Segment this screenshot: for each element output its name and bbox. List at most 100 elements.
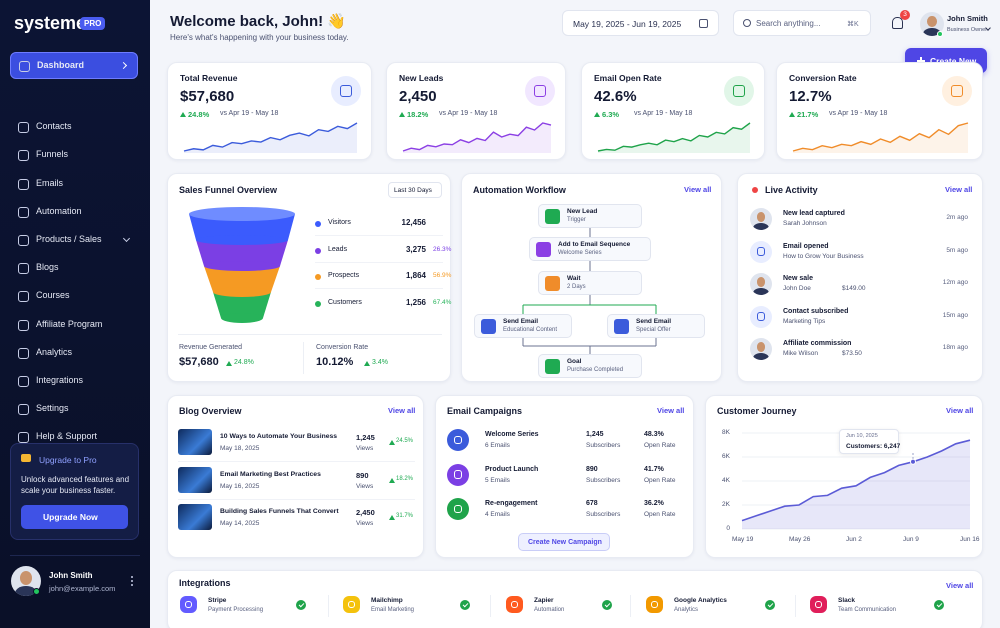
header-user-name: John Smith <box>947 14 988 23</box>
notification-badge: 3 <box>900 10 910 20</box>
icon <box>180 596 197 613</box>
activity-title: New sale <box>783 275 813 282</box>
sales-funnel-card: Sales Funnel Overview Last 30 Days Visitor… <box>167 173 451 382</box>
upgrade-card: Upgrade to Pro Unlock advanced features a… <box>10 443 139 540</box>
post-thumbnail <box>178 429 212 455</box>
search-box[interactable]: Search anything... ⌘K <box>733 10 871 36</box>
integration-name: Stripe <box>208 597 227 604</box>
nav-icon <box>18 432 29 444</box>
calendar-icon <box>699 19 708 28</box>
kpi-value: 42.6% <box>594 88 637 105</box>
icon-glyph <box>756 312 766 321</box>
view-all[interactable]: View all <box>684 185 712 194</box>
create-label: Create New <box>930 56 977 66</box>
icon-glyph <box>348 601 355 608</box>
up-arrow <box>389 440 395 445</box>
sparkline <box>597 122 751 153</box>
nav-item[interactable]: Analytics <box>10 340 138 366</box>
icon <box>506 596 523 613</box>
up-arrow <box>389 477 395 483</box>
date-picker[interactable]: May 19, 2025 - Jun 19, 2025 <box>562 10 719 36</box>
divider-v <box>795 595 796 617</box>
kpi-change: 24.8% <box>188 110 210 119</box>
nav-item[interactable]: Affiliate Program <box>10 312 138 338</box>
avatar-face <box>756 276 766 287</box>
avatar-body <box>752 287 770 295</box>
conversion-value: 10.12% <box>316 356 354 368</box>
post-change: 24.5% <box>396 438 414 444</box>
view-all[interactable]: View all <box>657 406 685 415</box>
nav-icon <box>18 178 29 190</box>
icon <box>447 429 469 451</box>
nav-item[interactable]: Help & Support <box>10 424 138 450</box>
up-arrow <box>594 112 600 117</box>
nav-icon <box>18 404 29 416</box>
blog-card: Blog Overview View all 10 Ways to Automate… <box>167 395 424 558</box>
avatar-face <box>927 16 937 28</box>
chart <box>741 432 971 530</box>
post-views-label: Views <box>356 445 374 452</box>
connected-check <box>296 600 306 610</box>
nav-item[interactable]: Emails <box>10 171 138 197</box>
nav-item[interactable]: Blogs <box>10 255 138 281</box>
integration-sub: Email Marketing <box>371 607 415 613</box>
sparkline <box>792 122 969 153</box>
icon-glyph <box>511 601 518 608</box>
kpi-label: Total Revenue <box>180 73 238 83</box>
sparkline-line <box>402 122 552 152</box>
y-tick-label: 8K <box>722 429 730 436</box>
conversion-label: Conversion Rate <box>316 344 369 351</box>
nav-item[interactable]: Integrations <box>10 368 138 394</box>
workflow-node: Goal Purchase Completed <box>538 354 642 378</box>
bell-icon[interactable] <box>892 17 903 29</box>
upgrade-text: Unlock advanced features and scale your … <box>21 475 130 495</box>
campaign-rate-label: Open Rate <box>644 442 676 449</box>
connected-check <box>765 600 775 610</box>
nav-item[interactable]: Funnels <box>10 142 138 168</box>
campaign-name: Product Launch <box>485 465 539 473</box>
campaign-subscribers: 890 <box>586 465 598 473</box>
campaign-rate: 48.3% <box>644 431 664 438</box>
crown-icon <box>21 454 31 462</box>
post-title: Email Marketing Best Practices <box>220 470 321 478</box>
icon <box>447 498 469 520</box>
activity-amount: $149.00 <box>842 285 866 292</box>
filter-dropdown[interactable]: Last 30 Days <box>388 182 442 198</box>
icon-glyph <box>534 85 546 97</box>
icon <box>750 240 772 263</box>
upgrade-button[interactable]: Upgrade Now <box>21 505 128 529</box>
row-divider <box>315 288 443 289</box>
sidebar: systeme PRO Dashboard Contacts Funnels Emails… <box>0 0 150 628</box>
plus-v <box>920 56 922 65</box>
icon-glyph <box>733 85 745 97</box>
workflow-node: New Lead Trigger <box>538 204 642 228</box>
view-all[interactable]: View all <box>946 406 974 415</box>
connected-check <box>460 600 470 610</box>
post-views: 1,245 <box>356 433 375 442</box>
create-campaign-button[interactable]: Create New Campaign <box>518 533 610 551</box>
campaign-rate-label: Open Rate <box>644 476 676 484</box>
nav-item[interactable]: Courses <box>10 283 138 309</box>
nav-icon <box>19 61 30 72</box>
campaign-name: Re-engagement <box>485 500 538 507</box>
nav-item[interactable]: Settings <box>10 396 138 422</box>
up-arrow <box>399 112 405 117</box>
icon-glyph <box>453 470 463 479</box>
nav-item[interactable]: Dashboard <box>10 52 138 79</box>
card-title: Blog Overview <box>179 406 242 416</box>
view-all[interactable]: View all <box>388 406 416 415</box>
view-all[interactable]: View all <box>946 581 974 590</box>
campaign-emails: 6 Emails <box>485 442 510 449</box>
tooltip-label: Customers: 6,247 <box>846 443 901 450</box>
campaign-subscribers: 1,245 <box>586 431 604 438</box>
nav-item[interactable]: Products / Sales <box>10 227 138 253</box>
post-date: May 16, 2025 <box>220 482 260 490</box>
page-subtitle: Here's what's happening with your busine… <box>170 33 349 42</box>
nav-icon <box>18 291 29 303</box>
nav-label: Help & Support <box>36 431 98 442</box>
icon <box>447 463 469 486</box>
nav-item[interactable]: Automation <box>10 199 138 225</box>
nav-item[interactable]: Contacts <box>10 114 138 140</box>
view-all[interactable]: View all <box>945 185 973 194</box>
tooltip: Jun 10, 2025 Customers: 6,247 <box>839 429 901 454</box>
